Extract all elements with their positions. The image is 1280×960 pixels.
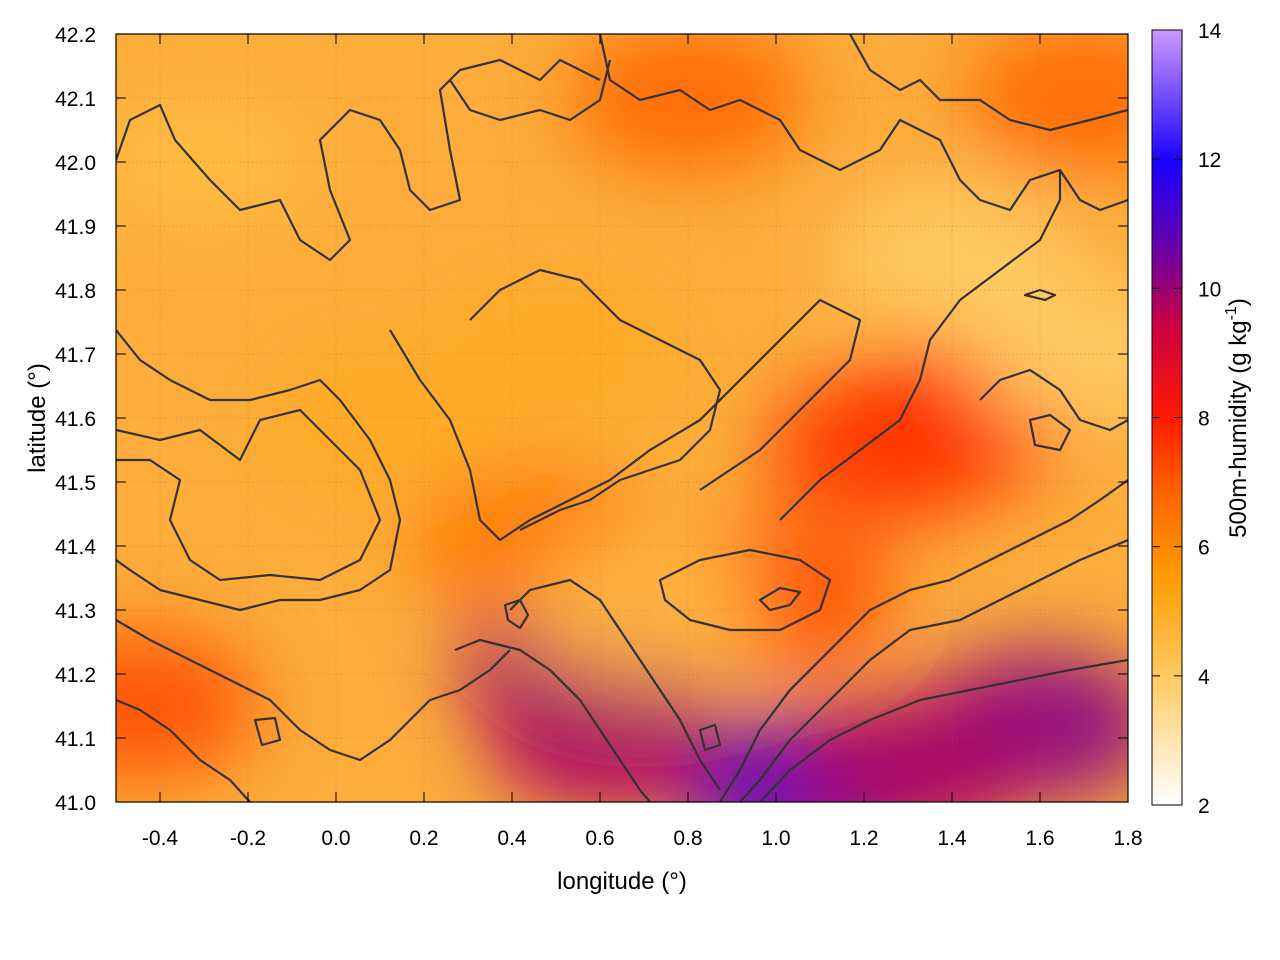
colorbar-title: 500m-humidity (g kg-1) bbox=[1223, 298, 1252, 538]
contour-line-south-west bbox=[116, 619, 511, 762]
contour-line-small-loop-4 bbox=[253, 716, 282, 747]
contour-line-south-center bbox=[454, 638, 651, 802]
y-tick-label: 41.5 bbox=[55, 472, 96, 495]
colorbar-title-end: ) bbox=[1225, 298, 1252, 306]
contour-line-nw bbox=[116, 58, 601, 262]
contour-line-small-loop-1 bbox=[1028, 413, 1072, 452]
heatmap-blob bbox=[116, 631, 258, 781]
colorbar-tick-label: 10 bbox=[1198, 278, 1221, 301]
y-axis-title: latitude (°) bbox=[24, 363, 51, 473]
contour-line-center-inner bbox=[469, 268, 722, 531]
x-axis-ticks: -0.4 -0.2 0.0 0.2 0.4 0.6 0.8 1.0 1.2 1.4 1.6 1.8 bbox=[142, 34, 1143, 850]
x-tick-label: -0.2 bbox=[230, 827, 266, 850]
contour-line-east-band-2 bbox=[739, 538, 1128, 802]
y-tick-label: 41.9 bbox=[55, 216, 96, 239]
y-tick-label: 41.3 bbox=[55, 600, 96, 623]
y-tick-label: 42.1 bbox=[55, 88, 96, 111]
y-tick-label: 41.1 bbox=[55, 728, 96, 751]
contour-line-small-loop-5 bbox=[698, 723, 722, 752]
heatmap-blob bbox=[568, 34, 808, 173]
y-tick-label: 42.2 bbox=[55, 24, 96, 47]
grid-lines bbox=[116, 34, 1128, 802]
x-tick-label: 0.4 bbox=[497, 827, 527, 850]
y-tick-label: 41.2 bbox=[55, 664, 96, 687]
contour-line-north bbox=[598, 34, 1128, 212]
y-axis-ticks: 41.0 41.1 41.2 41.3 41.4 41.5 41.6 41.7 41.8 41.9… bbox=[55, 24, 1128, 815]
contour-line-center bbox=[389, 298, 862, 542]
heatmap-blob bbox=[788, 695, 1028, 802]
y-tick-label: 41.0 bbox=[55, 792, 96, 815]
contour-line-red-loop-inner bbox=[758, 586, 802, 612]
colorbar-title-main: 500m-humidity (g kg bbox=[1225, 320, 1252, 537]
x-tick-label: -0.4 bbox=[142, 827, 179, 850]
x-tick-label: 1.6 bbox=[1025, 827, 1054, 850]
heatmap-field bbox=[116, 34, 1128, 802]
x-tick-label: 0.8 bbox=[673, 827, 702, 850]
heatmap-blobs bbox=[116, 34, 1128, 802]
colorbar-tick-label: 2 bbox=[1198, 795, 1210, 818]
x-tick-label: 0.2 bbox=[409, 827, 438, 850]
contour-line-south-west-2 bbox=[116, 698, 251, 802]
y-tick-label: 41.8 bbox=[55, 280, 96, 303]
contour-line-east-right bbox=[979, 368, 1128, 432]
x-tick-label: 1.0 bbox=[761, 827, 790, 850]
contour-line-north-loop bbox=[449, 59, 612, 122]
contour-line-east-band-3 bbox=[759, 658, 1128, 802]
colorbar-tick-label: 14 bbox=[1198, 20, 1222, 43]
x-tick-label: 1.4 bbox=[937, 827, 967, 850]
x-tick-label: 0.0 bbox=[321, 827, 350, 850]
colorbar-tick-label: 12 bbox=[1198, 149, 1221, 172]
contour-lines bbox=[116, 34, 1128, 802]
y-tick-label: 41.7 bbox=[55, 344, 96, 367]
colorbar-tick-label: 8 bbox=[1198, 408, 1210, 431]
contour-line-west-main bbox=[116, 329, 402, 612]
colorbar-tick-label: 4 bbox=[1198, 666, 1210, 689]
heatmap-blob bbox=[964, 279, 1128, 429]
contour-line-red-loop bbox=[658, 548, 832, 632]
x-axis-title: longitude (°) bbox=[557, 868, 687, 895]
x-tick-label: 1.8 bbox=[1113, 827, 1142, 850]
colorbar-tick-label: 6 bbox=[1198, 537, 1210, 560]
colorbar-title-superscript: -1 bbox=[1223, 306, 1240, 320]
heatmap-blob bbox=[488, 663, 729, 802]
contour-line-center-west bbox=[116, 408, 382, 582]
colorbar-ticks: 2 4 6 8 10 12 14 bbox=[1152, 20, 1222, 818]
heatmap-blob bbox=[964, 34, 1128, 173]
contour-line-east-band bbox=[719, 479, 1128, 802]
contour-line-top-right bbox=[849, 34, 1128, 132]
y-tick-label: 41.6 bbox=[55, 408, 96, 431]
y-tick-label: 42.0 bbox=[55, 152, 96, 175]
contour-line-small-loop-2 bbox=[1023, 288, 1057, 302]
y-tick-label: 41.4 bbox=[55, 536, 96, 559]
x-tick-label: 0.6 bbox=[585, 827, 614, 850]
contour-line-east-upper bbox=[779, 170, 1062, 521]
contour-line-south-center-2 bbox=[509, 578, 721, 791]
contour-line-small-loop-3 bbox=[503, 598, 530, 630]
x-tick-label: 1.2 bbox=[849, 827, 878, 850]
